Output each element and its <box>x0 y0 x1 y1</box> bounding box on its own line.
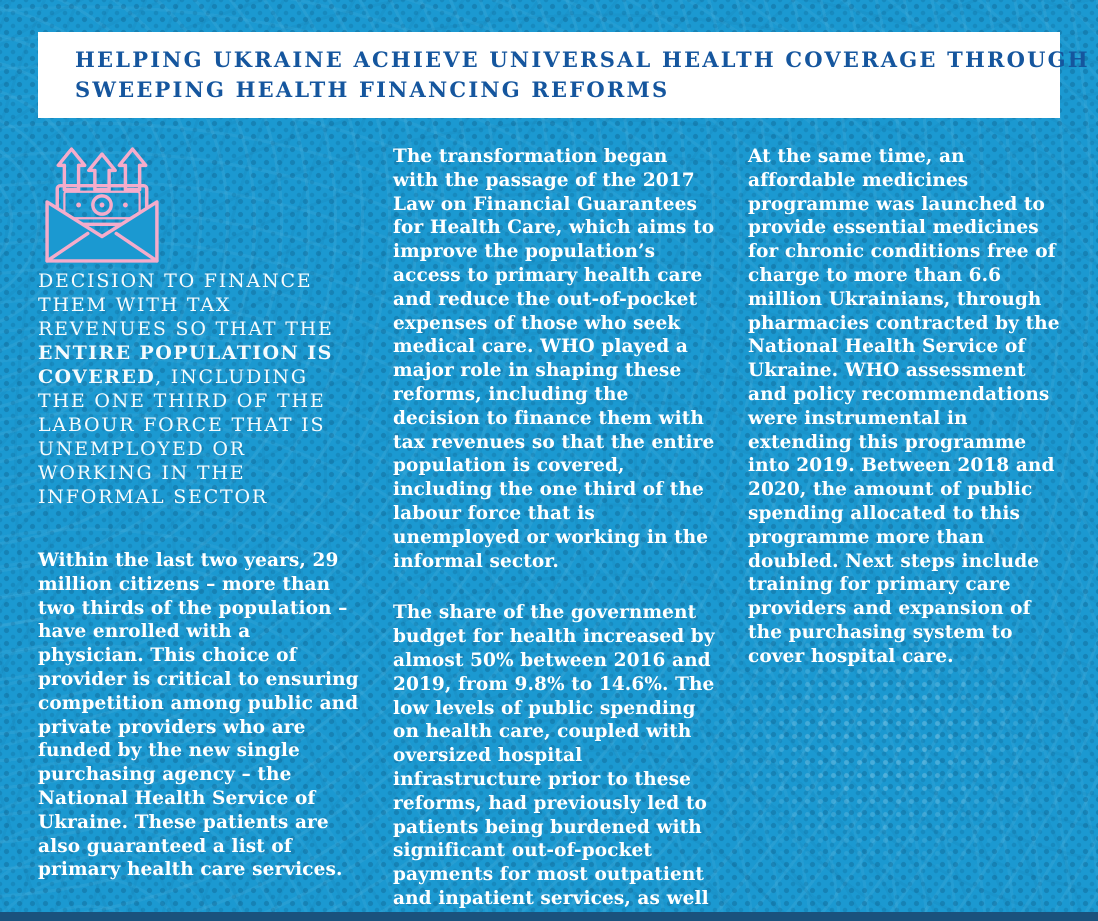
middle-paragraph-1: The transformation began with the passag… <box>393 146 715 572</box>
page-title-line-1: HELPING UKRAINE ACHIEVE UNIVERSAL HEALTH… <box>75 47 1090 72</box>
money-envelope-arrows-icon <box>38 145 166 265</box>
right-column: At the same time, an affordable medicine… <box>748 145 1070 921</box>
middle-paragraph-2: The share of the government budget for h… <box>393 602 715 921</box>
callout-bold: ENTIRE POPULATION IS COVERED <box>38 342 333 388</box>
right-paragraph-1: At the same time, an affordable medicine… <box>748 146 1060 667</box>
callout-text: DECISION TO FINANCE THEM WITH TAX REVENU… <box>38 269 360 509</box>
bottom-navy-bar <box>0 912 1098 921</box>
header-band: HELPING UKRAINE ACHIEVE UNIVERSAL HEALTH… <box>38 32 1090 118</box>
page-title-line-2: SWEEPING HEALTH FINANCING REFORMS <box>75 77 670 102</box>
left-column: DECISION TO FINANCE THEM WITH TAX REVENU… <box>38 145 360 921</box>
callout-pre: DECISION TO FINANCE THEM WITH TAX REVENU… <box>38 270 334 340</box>
callout-post: , INCLUDING THE ONE THIRD OF THE LABOUR … <box>38 366 326 508</box>
middle-column: The transformation began with the passag… <box>393 145 715 921</box>
content-columns: DECISION TO FINANCE THEM WITH TAX REVENU… <box>38 145 1070 921</box>
left-paragraph: Within the last two years, 29 million ci… <box>38 550 359 881</box>
